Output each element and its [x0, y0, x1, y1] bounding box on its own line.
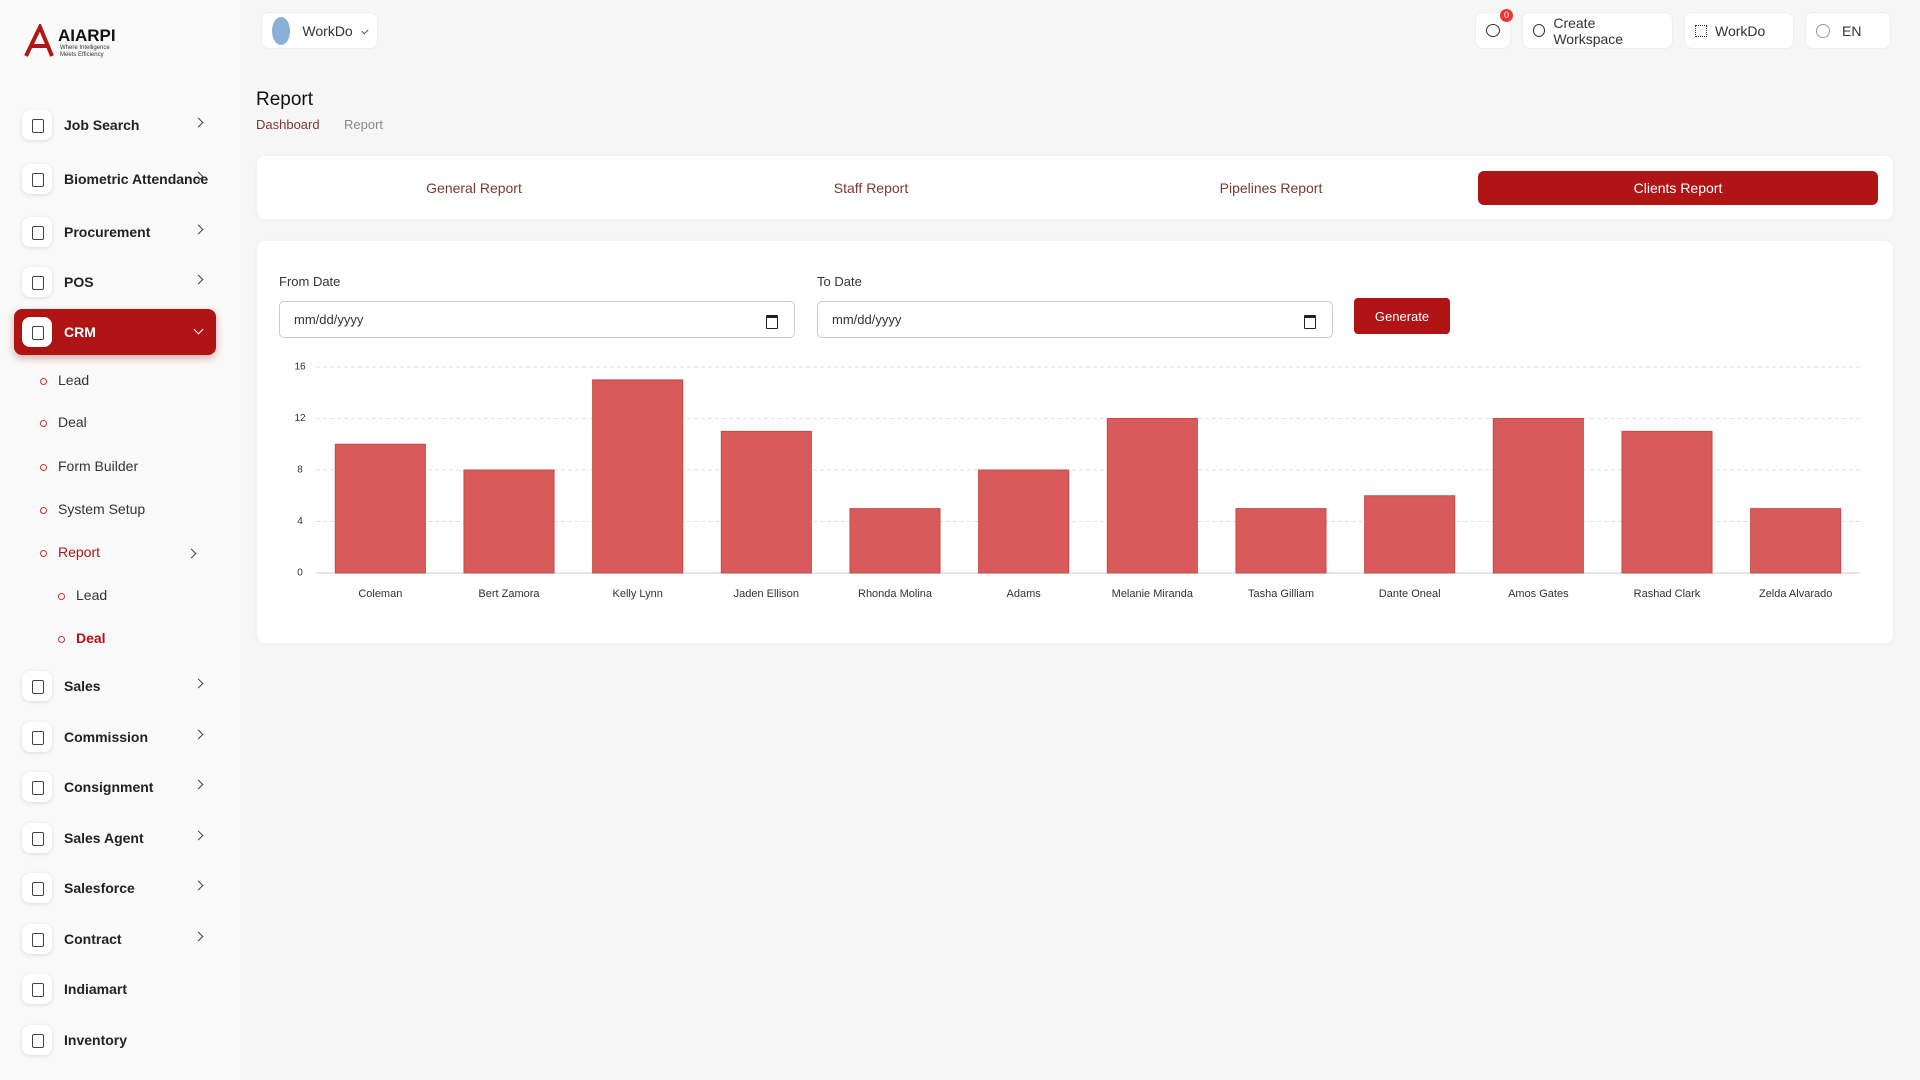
- workspace-menu[interactable]: WorkDo: [1684, 12, 1794, 49]
- submenu-item[interactable]: Report: [39, 544, 101, 560]
- from-label: From Date: [279, 274, 341, 289]
- submenu-item[interactable]: Deal: [58, 630, 106, 646]
- menu-item[interactable]: Sales Agent: [14, 815, 216, 861]
- tab[interactable]: Pipelines Report: [1219, 180, 1323, 196]
- sidebar: AIARPI Where Intelligence Meets Efficien…: [0, 0, 240, 1080]
- logo: AIARPI: [58, 26, 116, 45]
- breadcrumb-current: Report: [344, 117, 384, 132]
- create-workspace-button[interactable]: Create Workspace: [1522, 12, 1673, 49]
- page-title: Report: [256, 89, 314, 110]
- tab-active[interactable]: Clients Report: [1478, 171, 1878, 205]
- submenu-item[interactable]: Form Builder: [39, 458, 139, 474]
- from-date-input[interactable]: mm/dd/yyyy: [279, 301, 795, 338]
- language-menu[interactable]: EN: [1805, 12, 1891, 49]
- submenu-item[interactable]: Lead: [39, 372, 90, 388]
- menu-item[interactable]: Inventory: [14, 1017, 216, 1063]
- workspace-name: WorkDo: [302, 22, 353, 39]
- menu-item[interactable]: Commission: [14, 714, 216, 760]
- menu-item[interactable]: Job Search: [14, 102, 216, 148]
- tagline: Where Intelligence Meets Efficiency: [60, 45, 110, 58]
- menu-item[interactable]: Consignment: [14, 764, 216, 810]
- to-label: To Date: [817, 274, 862, 289]
- menu-item-active[interactable]: CRM: [14, 309, 216, 355]
- tab[interactable]: Staff Report: [833, 180, 909, 196]
- workspace-switch[interactable]: WorkDo: [261, 12, 378, 49]
- notification-badge: 0: [1500, 9, 1513, 22]
- menu-item[interactable]: POS: [14, 259, 216, 305]
- breadcrumb-link[interactable]: Dashboard: [256, 117, 320, 132]
- messages-button[interactable]: 0: [1475, 9, 1513, 49]
- create-workspace-label: Create Workspace: [1553, 14, 1624, 47]
- to-date-input[interactable]: mm/dd/yyyy: [817, 301, 1333, 338]
- menu-item[interactable]: Contract: [14, 916, 216, 962]
- generate-button[interactable]: Generate: [1354, 298, 1450, 334]
- report-card: [257, 241, 1893, 643]
- submenu-item[interactable]: Deal: [40, 414, 87, 430]
- menu-item[interactable]: Salesforce: [14, 865, 216, 911]
- menu-item[interactable]: Procurement: [14, 209, 216, 255]
- submenu-item[interactable]: System Setup: [39, 501, 146, 517]
- menu-item[interactable]: Indiamart: [14, 966, 216, 1012]
- menu-item[interactable]: Biometric Attendance: [14, 156, 216, 202]
- language-label: EN: [1842, 22, 1862, 39]
- submenu-chevron: [186, 548, 197, 559]
- logo-mark: [24, 24, 54, 57]
- menu-item[interactable]: Sales: [14, 663, 216, 709]
- submenu-item[interactable]: Lead: [57, 587, 108, 603]
- workspace-menu-label: WorkDo: [1715, 22, 1766, 39]
- tab[interactable]: General Report: [426, 180, 522, 196]
